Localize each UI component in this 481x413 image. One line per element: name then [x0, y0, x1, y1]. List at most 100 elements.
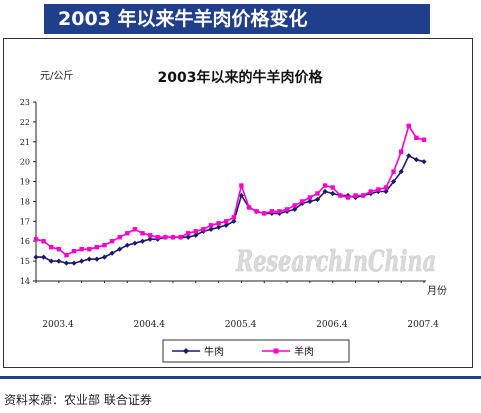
- data-point-mutton: [163, 235, 168, 240]
- watermark-text: ResearchInChina: [235, 244, 436, 278]
- data-point-mutton: [376, 187, 381, 192]
- data-point-mutton: [79, 246, 84, 252]
- data-point-beef: [124, 242, 130, 248]
- data-point-mutton: [360, 193, 366, 198]
- data-point-mutton: [414, 135, 419, 140]
- legend-marker-beef: [183, 348, 189, 354]
- y-tick-label: 14: [20, 277, 30, 286]
- data-point-beef: [208, 226, 214, 232]
- x-tick-label: 2003.4: [42, 320, 74, 330]
- legend-marker-mutton: [273, 348, 279, 354]
- chart-series-layer: [33, 123, 427, 266]
- data-point-beef: [413, 157, 419, 163]
- data-point-beef: [314, 196, 321, 203]
- data-point-beef: [292, 206, 298, 212]
- data-point-mutton: [49, 244, 54, 250]
- data-point-mutton: [231, 215, 237, 220]
- data-point-mutton: [383, 185, 389, 190]
- data-point-mutton: [262, 211, 267, 216]
- data-point-mutton: [269, 209, 275, 214]
- data-point-beef: [421, 159, 427, 165]
- data-point-mutton: [64, 252, 69, 258]
- data-point-mutton: [246, 205, 252, 210]
- x-axis-label: 月份: [427, 285, 447, 297]
- data-point-beef: [390, 178, 397, 185]
- data-point-mutton: [140, 231, 145, 236]
- data-point-beef: [330, 190, 336, 197]
- x-tick-label: 2005.4: [225, 320, 257, 330]
- y-tick-label: 20: [20, 158, 30, 167]
- y-tick-label: 17: [20, 217, 30, 226]
- data-point-beef: [109, 250, 115, 256]
- y-tick-label: 22: [20, 118, 30, 127]
- data-point-mutton: [322, 183, 328, 188]
- data-point-beef: [117, 246, 123, 252]
- y-tick-label: 18: [20, 197, 30, 206]
- data-point-mutton: [178, 235, 183, 240]
- data-point-mutton: [254, 209, 259, 214]
- data-point-mutton: [277, 209, 282, 214]
- data-point-beef: [48, 258, 54, 264]
- data-point-mutton: [33, 237, 39, 242]
- data-point-mutton: [398, 149, 404, 154]
- data-point-beef: [223, 222, 229, 228]
- data-point-mutton: [300, 199, 305, 204]
- x-tick-label: 2006.4: [316, 320, 348, 330]
- data-point-beef: [63, 260, 70, 266]
- y-tick-label: 23: [20, 98, 30, 107]
- data-point-mutton: [132, 227, 138, 232]
- data-point-mutton: [117, 235, 122, 240]
- data-point-beef: [79, 258, 85, 264]
- data-point-beef: [56, 258, 62, 264]
- legend-label-0: 牛肉: [204, 345, 224, 358]
- data-point-mutton: [71, 248, 77, 254]
- x-tick-label: 2004.4: [134, 320, 166, 330]
- data-point-mutton: [239, 183, 244, 188]
- data-point-mutton: [330, 185, 335, 190]
- data-point-mutton: [147, 233, 153, 238]
- footer-divider: [0, 376, 481, 379]
- data-point-mutton: [109, 239, 115, 244]
- chart-title: 2003年以来的牛羊肉价格: [158, 69, 324, 86]
- data-point-mutton: [56, 246, 62, 252]
- page-banner-title: 2003 年以来牛羊肉价格变化: [44, 4, 430, 34]
- data-point-mutton: [406, 123, 411, 129]
- data-point-mutton: [155, 235, 160, 240]
- chart-axes: 14 15 16 17 18 19 20 21 22 23 2003.4 2004.4 2005.4 20…: [20, 98, 439, 330]
- data-point-beef: [132, 240, 138, 246]
- data-point-mutton: [125, 231, 130, 236]
- x-tick-label: 2007.4: [407, 320, 439, 330]
- data-point-mutton: [284, 207, 290, 212]
- series-line-1: [35, 123, 425, 257]
- data-point-mutton: [223, 219, 229, 224]
- data-point-beef: [215, 224, 222, 230]
- y-tick-label: 19: [20, 178, 30, 187]
- data-point-mutton: [338, 193, 343, 198]
- data-point-beef: [383, 188, 389, 195]
- data-point-mutton: [170, 235, 176, 240]
- y-tick-label: 15: [20, 257, 30, 266]
- data-point-beef: [101, 254, 108, 260]
- data-point-beef: [94, 256, 100, 262]
- data-point-beef: [33, 254, 39, 260]
- data-point-beef: [41, 254, 47, 260]
- data-point-mutton: [193, 229, 198, 234]
- data-point-mutton: [41, 239, 46, 244]
- data-point-mutton: [208, 223, 214, 228]
- data-point-mutton: [102, 243, 107, 248]
- data-point-beef: [307, 198, 313, 205]
- data-point-beef: [406, 153, 412, 159]
- data-point-mutton: [94, 244, 100, 250]
- legend-label-1: 羊肉: [294, 345, 314, 358]
- legend-box: [162, 339, 350, 363]
- data-point-beef: [185, 234, 191, 240]
- data-point-mutton: [201, 227, 206, 232]
- source-note: 资料来源：农业部 联合证券: [4, 393, 152, 407]
- y-tick-label: 21: [20, 138, 30, 147]
- data-point-beef: [71, 260, 77, 266]
- data-point-beef: [193, 232, 199, 238]
- data-point-mutton: [391, 169, 396, 174]
- data-point-beef: [322, 188, 328, 195]
- data-point-mutton: [315, 191, 320, 196]
